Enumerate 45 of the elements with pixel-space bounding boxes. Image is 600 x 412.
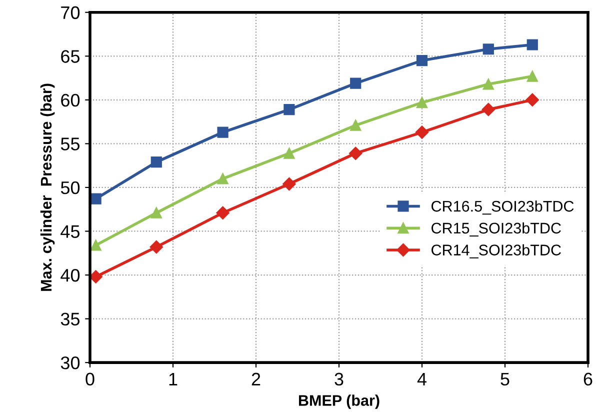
x-tick-label: 3 xyxy=(334,372,344,386)
point xyxy=(349,146,362,160)
y-tick-label: 50 xyxy=(60,181,80,194)
point xyxy=(526,70,538,82)
point xyxy=(526,93,539,106)
point xyxy=(482,78,494,90)
point xyxy=(416,96,428,108)
y-tick-label: 35 xyxy=(60,312,80,326)
point xyxy=(150,240,163,254)
point xyxy=(284,148,295,159)
y-tick-label: 65 xyxy=(61,50,80,63)
point xyxy=(350,120,362,131)
point xyxy=(282,177,296,191)
y-tick-label: 30 xyxy=(60,356,80,370)
point xyxy=(416,54,428,66)
point xyxy=(284,104,295,116)
point xyxy=(150,207,162,218)
y-tick-label: 40 xyxy=(60,268,80,282)
point xyxy=(90,193,102,204)
point xyxy=(150,156,162,168)
point xyxy=(482,102,495,116)
point xyxy=(90,240,102,251)
point xyxy=(415,126,429,139)
x-tick-label: 0 xyxy=(86,372,94,386)
x-tick-label: 4 xyxy=(417,372,426,386)
point xyxy=(217,173,228,184)
point xyxy=(482,44,494,55)
legend-label: CR15_SOI23bTDC xyxy=(432,222,561,236)
x-axis-title: BMEP (bar) xyxy=(298,394,380,409)
point xyxy=(90,270,102,284)
point xyxy=(216,206,230,220)
x-tick-label: 5 xyxy=(500,372,510,386)
point xyxy=(217,126,228,138)
legend-label: CR14_SOI23bTDC xyxy=(432,244,561,258)
y-axis-title: Max. cylinder Pressure (bar) xyxy=(40,84,55,291)
x-tick-label: 2 xyxy=(252,372,260,386)
point xyxy=(350,78,362,89)
y-tick-label: 55 xyxy=(60,138,80,150)
y-tick-label: 60 xyxy=(61,94,80,107)
point xyxy=(526,39,538,50)
y-tick-label: 45 xyxy=(60,225,80,238)
y-tick-label: 70 xyxy=(61,6,80,20)
x-tick-label: 1 xyxy=(169,372,178,386)
x-tick-label: 6 xyxy=(584,372,592,386)
legend-label: CR16.5_SOI23bTDC xyxy=(432,200,574,215)
